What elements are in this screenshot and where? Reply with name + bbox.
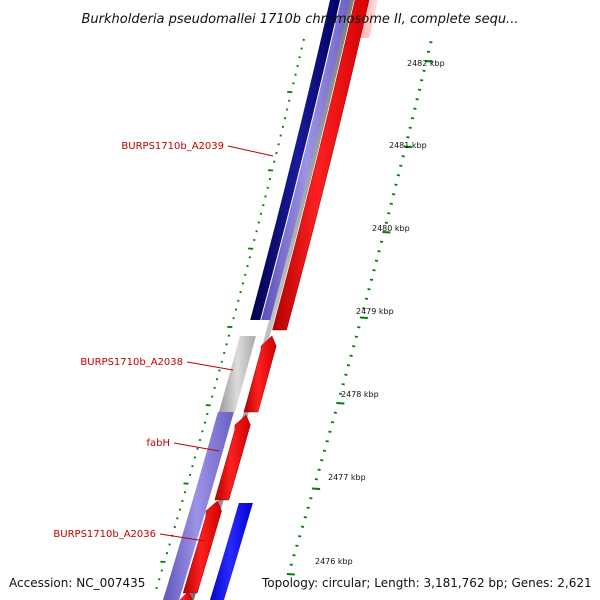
ruler-minor-tick [379, 240, 384, 243]
ruler-minor-tick [325, 440, 329, 443]
ruler-minor-tick [300, 525, 305, 528]
ruler-minor-tick [352, 345, 356, 348]
ruler-minor-tick [346, 364, 351, 367]
gene-forward-a2038 [243, 335, 277, 413]
ruler-minor-tick [364, 297, 369, 300]
gene-label-leader [186, 361, 234, 371]
ruler-minor-tick [344, 373, 348, 376]
gene-label: BURPS1710b_A2036 [53, 529, 156, 540]
gene-reverse-light [261, 0, 350, 320]
ruler-minor-tick [399, 164, 403, 167]
ruler-minor-tick [309, 497, 313, 500]
ruler-minor-tick [387, 212, 391, 215]
accession-text: Accession: NC_007435 [9, 576, 145, 590]
ruler-major-tick [312, 487, 321, 490]
ruler-minor-tick [413, 107, 417, 110]
ruler-minor-tick [422, 69, 426, 72]
ruler-minor-tick [372, 269, 376, 272]
ruler-minor-tick [401, 155, 405, 158]
gene-label-leader [159, 533, 206, 542]
gene-forward-faded [359, 0, 379, 38]
ruler-minor-tick [391, 193, 396, 196]
ruler-minor-tick [317, 468, 321, 471]
gene-reverse-lavender [162, 412, 234, 600]
gene-forward-a2036 [182, 500, 222, 594]
ruler-label: 2479 kbp [356, 307, 394, 316]
ruler-minor-tick [292, 554, 296, 557]
gene-forward-a2039 [272, 0, 370, 331]
ruler-minor-tick [333, 411, 337, 414]
ruler-label: 2477 kbp [328, 473, 366, 482]
backbone-track [188, 0, 354, 600]
ruler-minor-tick [338, 392, 343, 395]
ruler-minor-tick [303, 516, 307, 519]
ruler-major-tick [403, 145, 413, 148]
gene-label: fabH [146, 438, 170, 449]
ruler-minor-tick [410, 117, 415, 120]
ruler-minor-tick [314, 478, 318, 481]
gene-label-leader [227, 145, 274, 157]
ruler-major-tick [286, 573, 295, 576]
gene-forward-fabh [214, 414, 251, 501]
ruler-minor-tick [394, 183, 398, 186]
ruler-minor-tick [357, 326, 361, 329]
ruler-label: 2476 kbp [315, 557, 353, 566]
ruler-minor-tick [429, 41, 433, 44]
gene-label: BURPS1710b_A2039 [121, 141, 224, 152]
ruler-label: 2482 kbp [407, 59, 445, 68]
ruler-minor-tick [374, 259, 379, 262]
gene-label-leader [173, 442, 220, 452]
ruler-minor-tick [328, 430, 332, 433]
ruler-label: 2478 kbp [341, 390, 379, 399]
ruler-minor-tick [417, 88, 422, 91]
ruler-minor-tick [420, 79, 424, 82]
ruler-minor-tick [306, 506, 310, 509]
diagram-layer: 2482 kbp 2481 kbp 2480 kbp 2479 kbp 2478 kbp… [53, 0, 445, 600]
map-title: Burkholderia pseudomallei 1710b chromoso… [82, 12, 519, 27]
ruler-minor-tick [354, 335, 358, 338]
ruler-minor-tick [330, 421, 335, 424]
ruler-minor-tick [298, 535, 302, 538]
ruler-minor-tick [349, 354, 353, 357]
ruler-minor-tick [320, 459, 324, 462]
ruler-minor-tick [426, 50, 431, 53]
ruler-minor-tick [389, 202, 393, 205]
ruler-major-tick [424, 60, 433, 63]
ruler-major-tick [359, 316, 368, 319]
ruler-minor-tick [377, 250, 381, 253]
ruler-minor-tick [362, 307, 366, 310]
gene-reverse-gray [218, 336, 256, 412]
ruler-minor-tick [396, 174, 401, 177]
gene-blue [209, 503, 253, 600]
gene-forward-next [179, 590, 193, 600]
ruler-minor-tick [415, 98, 419, 101]
gene-label: BURPS1710b_A2038 [80, 357, 183, 368]
ruler-major-tick [382, 231, 391, 234]
ruler-label: 2480 kbp [372, 224, 410, 233]
ruler-label: 2481 kbp [389, 141, 427, 150]
ruler-minor-tick [341, 383, 345, 386]
genome-info-text: Topology: circular; Length: 3,181,762 bp… [261, 576, 592, 590]
gene-reverse-dark [250, 0, 340, 320]
ruler-minor-tick [289, 563, 293, 566]
ruler-minor-tick [406, 136, 410, 139]
ruler-minor-tick [384, 221, 389, 224]
ruler-major-tick [336, 402, 345, 405]
ruler-minor-tick [295, 544, 299, 547]
ruler-minor-tick [408, 126, 412, 129]
ruler-minor-tick [369, 278, 374, 281]
ruler-minor-tick [322, 449, 327, 452]
ruler-minor-tick [367, 288, 371, 291]
